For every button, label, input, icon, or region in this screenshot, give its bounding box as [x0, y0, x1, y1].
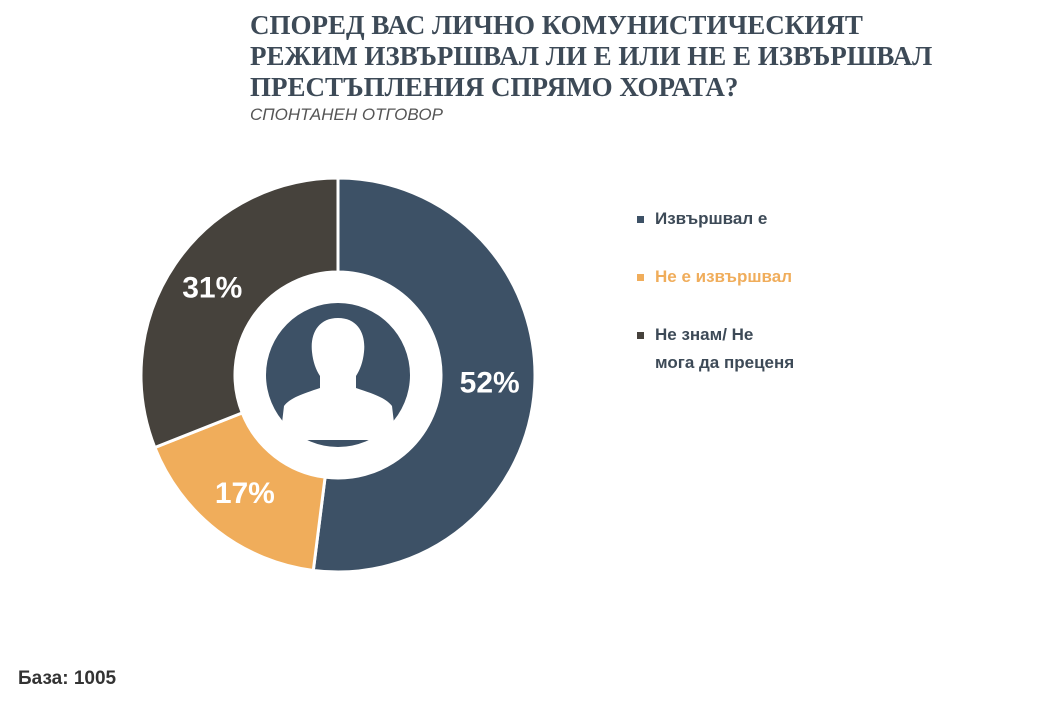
legend-item: Не знам/ Не мога да преценя [637, 321, 797, 377]
value-label: 31% [182, 271, 242, 304]
footnote: База: 1005 [18, 668, 117, 689]
legend-item: Не е извършвал [637, 263, 797, 291]
legend-swatch [637, 216, 644, 223]
legend-swatch [637, 274, 644, 281]
slice [139, 176, 340, 450]
person-icon [280, 318, 396, 440]
chart-title: СПОРЕД ВАС ЛИЧНО КОМУНИСТИЧЕСКИЯТ РЕЖИМ И… [250, 10, 932, 103]
chart: 52% 17% 31% [139, 176, 537, 574]
legend-label: Не е извършвал [655, 267, 792, 286]
value-label: 17% [215, 477, 275, 510]
title-line: ПРЕСТЪПЛЕНИЯ СПРЯМО ХОРАТА? [250, 72, 739, 102]
title-line: СПОРЕД ВАС ЛИЧНО КОМУНИСТИЧЕСКИЯТ [250, 10, 863, 40]
legend-item: Извършвал е [637, 205, 797, 233]
legend-label: Извършвал е [655, 209, 768, 228]
legend: Извършвал е Не е извършвал Не знам/ Не мог… [637, 205, 797, 407]
value-label: 52% [460, 366, 520, 399]
legend-swatch [637, 332, 644, 339]
legend-label: Не знам/ Не мога да преценя [655, 325, 795, 372]
slice [311, 176, 537, 574]
title-line: РЕЖИМ ИЗВЪРШВАЛ ЛИ Е ИЛИ НЕ Е ИЗВЪРШВАЛ [250, 41, 933, 71]
subtitle: СПОНТАНЕН ОТГОВОР [250, 105, 443, 124]
